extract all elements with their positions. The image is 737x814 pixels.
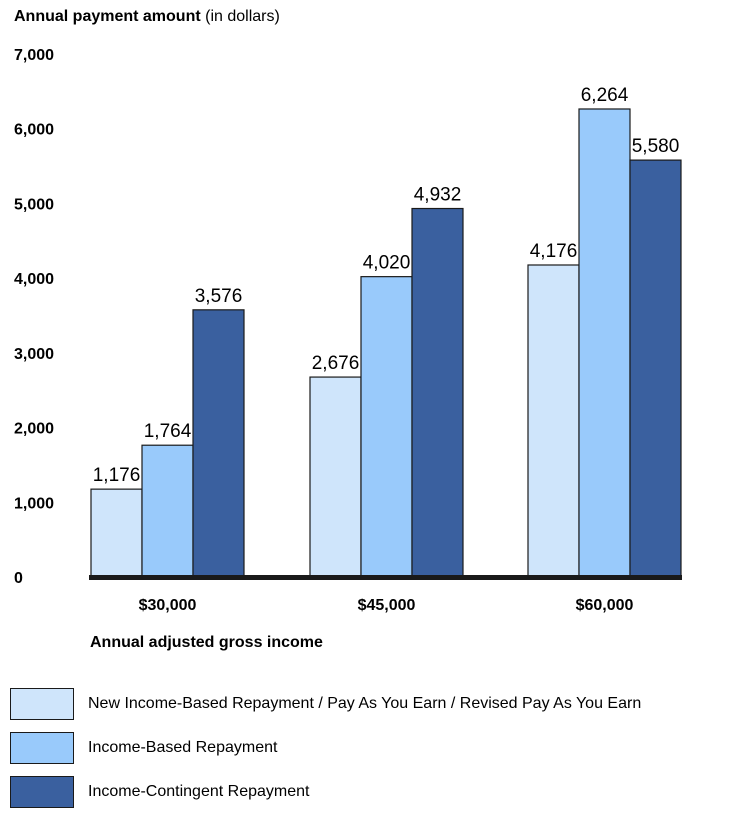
y-tick-label: 0 xyxy=(14,570,23,587)
x-tick-label: $45,000 xyxy=(358,597,416,614)
bar xyxy=(192,309,245,578)
bar xyxy=(527,264,580,578)
legend-label-ibr: Income-Based Repayment xyxy=(88,739,278,756)
x-tick-label: $30,000 xyxy=(139,597,197,614)
legend-label-new-ibr: New Income-Based Repayment / Pay As You … xyxy=(88,695,642,712)
legend-item-icr: Income-Contingent Repayment xyxy=(10,770,641,814)
legend-item-new-ibr: New Income-Based Repayment / Pay As You … xyxy=(10,682,641,726)
legend-item-ibr: Income-Based Repayment xyxy=(10,726,641,770)
legend: New Income-Based Repayment / Pay As You … xyxy=(10,682,641,814)
data-label: 4,176 xyxy=(530,241,578,262)
legend-swatch-new-ibr xyxy=(10,688,74,720)
x-axis-line xyxy=(89,575,682,580)
y-tick-label: 4,000 xyxy=(14,271,54,288)
bar xyxy=(578,108,631,578)
y-tick-label: 6,000 xyxy=(14,122,54,139)
legend-swatch-ibr xyxy=(10,732,74,764)
legend-swatch-icr xyxy=(10,776,74,808)
y-tick-label: 7,000 xyxy=(14,47,54,64)
data-label: 6,264 xyxy=(581,85,629,106)
data-label: 4,020 xyxy=(363,253,411,274)
x-tick-label: $60,000 xyxy=(576,597,634,614)
legend-label-icr: Income-Contingent Repayment xyxy=(88,783,310,800)
data-label: 2,676 xyxy=(312,353,360,374)
y-axis-title-bold: Annual payment amount xyxy=(14,8,201,25)
bar-chart: 0 1,000 2,000 3,000 4,000 5,000 6,000 7,000 1,17… xyxy=(14,47,682,614)
data-label: 4,932 xyxy=(414,185,462,206)
y-tick-label: 2,000 xyxy=(14,421,54,438)
data-label: 5,580 xyxy=(632,136,680,157)
x-axis-title: Annual adjusted gross income xyxy=(90,634,323,651)
bar xyxy=(360,276,413,578)
bar xyxy=(309,376,362,578)
bar xyxy=(411,207,464,578)
data-label: 1,176 xyxy=(93,465,141,486)
y-tick-label: 5,000 xyxy=(14,196,54,213)
bar xyxy=(629,159,682,578)
y-tick-label: 3,000 xyxy=(14,346,54,363)
y-tick-label: 1,000 xyxy=(14,495,54,512)
data-label: 1,764 xyxy=(144,421,192,442)
bar xyxy=(90,488,143,578)
data-label: 3,576 xyxy=(195,286,243,307)
y-axis-title-units: (in dollars) xyxy=(200,8,280,25)
y-axis-title: Annual payment amount (in dollars) xyxy=(14,8,280,26)
bar xyxy=(141,444,194,578)
